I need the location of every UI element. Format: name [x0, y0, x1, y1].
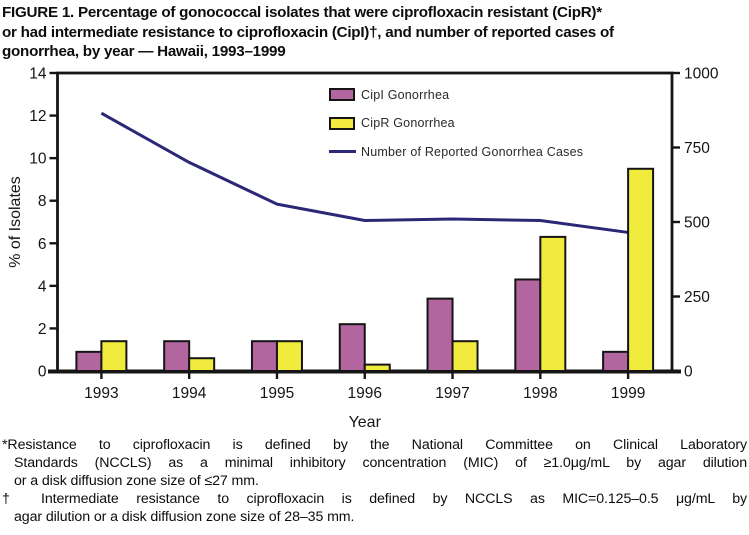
cipr-bar-1993: [100, 340, 128, 373]
legend-item-cipi: CipI Gonorrhea: [329, 87, 583, 102]
y-left-tick-label: 12: [29, 108, 46, 125]
x-axis-tick-label: 1995: [260, 385, 294, 402]
chart-plot-area: 0 2 4 6 8 10 12 14 0 250 500 750 1000 1993 1994 1995 199…: [7, 66, 719, 432]
figure-title-line-2: or had intermediate resistance to ciprof…: [2, 23, 614, 41]
y-left-tick-label: 2: [38, 321, 47, 338]
cipi-bar-1995: [250, 340, 278, 373]
y-left-tick-label: 14: [29, 66, 47, 83]
cipr-bar-1998: [539, 235, 567, 372]
cipr-bar-1999: [627, 167, 655, 372]
x-axis-tick-label: 1998: [523, 385, 557, 402]
x-axis-tick-label: 1996: [348, 385, 382, 402]
y-left-tick-label: 4: [38, 278, 47, 295]
y-left-tick-label: 10: [29, 151, 47, 168]
cipi-bar-1999: [602, 350, 630, 373]
figure-footnotes: *Resistance to ciprofloxacin is defined …: [2, 436, 747, 526]
cipi-bar-1994: [163, 340, 191, 373]
x-axis-tick-label: 1993: [84, 385, 118, 402]
cipr-bar-1995: [275, 340, 303, 373]
chart-legend: CipI Gonorrhea CipR Gonorrhea Number of …: [329, 88, 583, 174]
figure-title-line-1: FIGURE 1. Percentage of gonococcal isola…: [2, 4, 602, 21]
y-right-tick-label: 0: [684, 364, 693, 381]
x-axis-tick-label: 1994: [172, 385, 207, 402]
cipr-bar-1996: [363, 363, 391, 373]
y-left-tick-label: 6: [38, 236, 47, 253]
x-axis-title: Year: [349, 414, 382, 431]
figure-title: FIGURE 1. Percentage of gonococcal isola…: [2, 3, 749, 62]
footnote-resistance-line-3: or a disk diffusion zone size of ≤27 mm.: [14, 473, 259, 489]
cipr-bar-1997: [451, 340, 479, 373]
legend-item-cases-line: Number of Reported Gonorrhea Cases: [329, 144, 584, 159]
y-right-tick-label: 500: [684, 215, 710, 232]
y-axis-title: % of Isolates: [7, 176, 24, 268]
y-left-tick-label: 8: [38, 193, 47, 210]
y-right-tick-label: 1000: [684, 66, 719, 83]
cipi-bar-1997: [426, 297, 454, 372]
cases-line-swatch-icon: [329, 150, 356, 153]
figure-title-line-3: gonorrhea, by year — Hawaii, 1993–1999: [2, 43, 286, 60]
cipr-bar-swatch-icon: [329, 116, 355, 130]
footnote-resistance-line-2: Standards (NCCLS) as a minimal inhibitor…: [14, 455, 747, 471]
footnote-intermediate-line-2: agar dilution or a disk diffusion zone s…: [14, 509, 355, 525]
legend-label-cipr: CipR Gonorrhea: [361, 116, 455, 130]
legend-item-cipr: CipR Gonorrhea: [329, 116, 583, 130]
x-axis-tick-label: 1999: [611, 385, 645, 402]
legend-label-cases: Number of Reported Gonorrhea Cases: [361, 144, 584, 159]
y-left-tick-label: 0: [38, 364, 47, 381]
y-right-tick-label: 750: [684, 140, 710, 157]
cipi-bar-1993: [75, 350, 103, 373]
reported-cases-line: [100, 111, 629, 234]
cipi-bar-swatch-icon: [329, 88, 355, 101]
y-right-tick-label: 250: [684, 289, 710, 306]
legend-label-cipi: CipI Gonorrhea: [361, 87, 450, 102]
x-axis-tick-label: 1997: [435, 385, 469, 402]
cipr-bar-1994: [188, 357, 216, 373]
cipi-bar-1998: [514, 278, 542, 373]
footnote-resistance-line-1: *Resistance to ciprofloxacin is defined …: [2, 437, 747, 453]
cipi-bar-1996: [338, 323, 366, 372]
footnote-intermediate-line-1: † Intermediate resistance to ciprofloxac…: [2, 491, 747, 507]
